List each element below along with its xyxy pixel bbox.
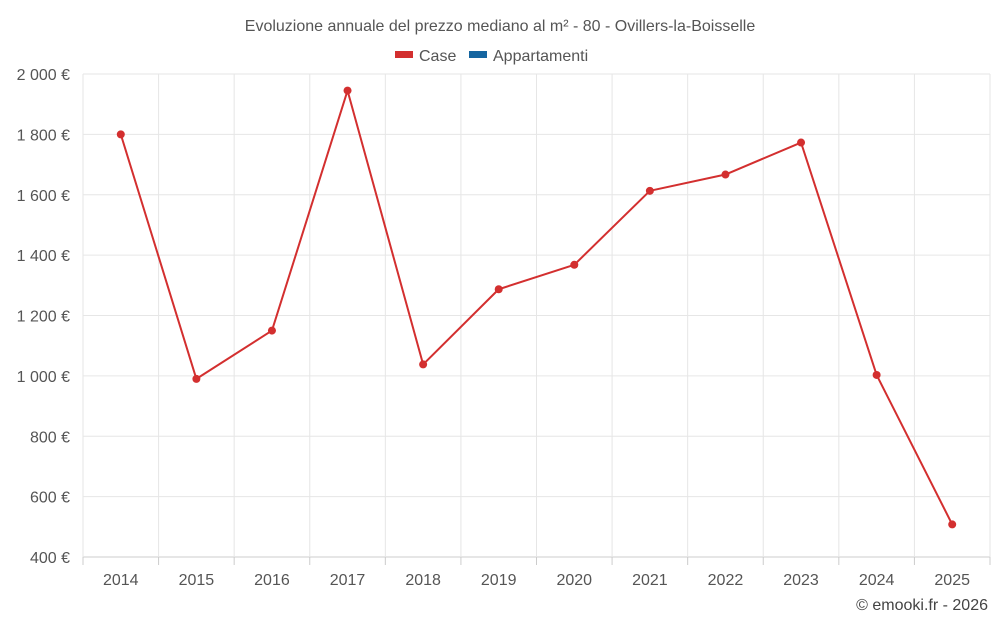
y-tick-label: 600 € bbox=[30, 490, 70, 507]
legend-swatch-appartamenti bbox=[469, 51, 487, 58]
x-tick-label: 2023 bbox=[783, 572, 819, 589]
x-tick-label: 2018 bbox=[405, 572, 441, 589]
y-tick-label: 1 800 € bbox=[17, 127, 70, 144]
credit-text: © emooki.fr - 2026 bbox=[856, 597, 988, 614]
x-tick-label: 2022 bbox=[708, 572, 744, 589]
y-tick-label: 2 000 € bbox=[17, 67, 70, 84]
data-point[interactable] bbox=[192, 374, 201, 383]
legend-swatch-case bbox=[395, 51, 413, 58]
data-point[interactable] bbox=[267, 326, 276, 335]
x-axis-ticks: 2014 2015 2016 2017 2018 2019 2020 2021 2022 2023… bbox=[103, 572, 970, 589]
x-tick-label: 2020 bbox=[556, 572, 592, 589]
chart-title: Evoluzione annuale del prezzo mediano al… bbox=[245, 18, 756, 35]
series bbox=[116, 86, 957, 529]
y-tick-label: 1 400 € bbox=[17, 248, 70, 265]
y-tick-label: 400 € bbox=[30, 550, 70, 567]
data-point[interactable] bbox=[570, 260, 579, 269]
y-axis-ticks: 400 € 600 € 800 € 1 000 € 1 200 € 1 400 € 1 60… bbox=[17, 67, 70, 567]
legend-label-case: Case bbox=[419, 48, 456, 65]
data-point[interactable] bbox=[948, 520, 957, 529]
data-point[interactable] bbox=[872, 370, 881, 379]
data-point[interactable] bbox=[419, 360, 428, 369]
y-tick-label: 1 600 € bbox=[17, 188, 70, 205]
y-tick-label: 800 € bbox=[30, 429, 70, 446]
x-tick-label: 2015 bbox=[179, 572, 215, 589]
data-point[interactable] bbox=[645, 186, 654, 195]
data-point[interactable] bbox=[116, 130, 125, 139]
x-tick-label: 2021 bbox=[632, 572, 668, 589]
legend: Case Appartamenti bbox=[395, 48, 588, 65]
x-tick-label: 2017 bbox=[330, 572, 366, 589]
x-tick-label: 2019 bbox=[481, 572, 517, 589]
series-line-case bbox=[119, 89, 954, 525]
data-point[interactable] bbox=[797, 138, 806, 147]
x-tick-label: 2016 bbox=[254, 572, 290, 589]
legend-item-appartamenti[interactable]: Appartamenti bbox=[469, 48, 588, 65]
grid bbox=[82, 73, 991, 565]
x-tick-label: 2024 bbox=[859, 572, 895, 589]
y-tick-label: 1 000 € bbox=[17, 369, 70, 386]
data-point[interactable] bbox=[494, 285, 503, 294]
data-point[interactable] bbox=[721, 170, 730, 179]
x-tick-label: 2025 bbox=[934, 572, 970, 589]
x-tick-label: 2014 bbox=[103, 572, 139, 589]
data-point[interactable] bbox=[343, 86, 352, 95]
legend-label-appartamenti: Appartamenti bbox=[493, 48, 588, 65]
legend-item-case[interactable]: Case bbox=[395, 48, 456, 65]
y-tick-label: 1 200 € bbox=[17, 309, 70, 326]
